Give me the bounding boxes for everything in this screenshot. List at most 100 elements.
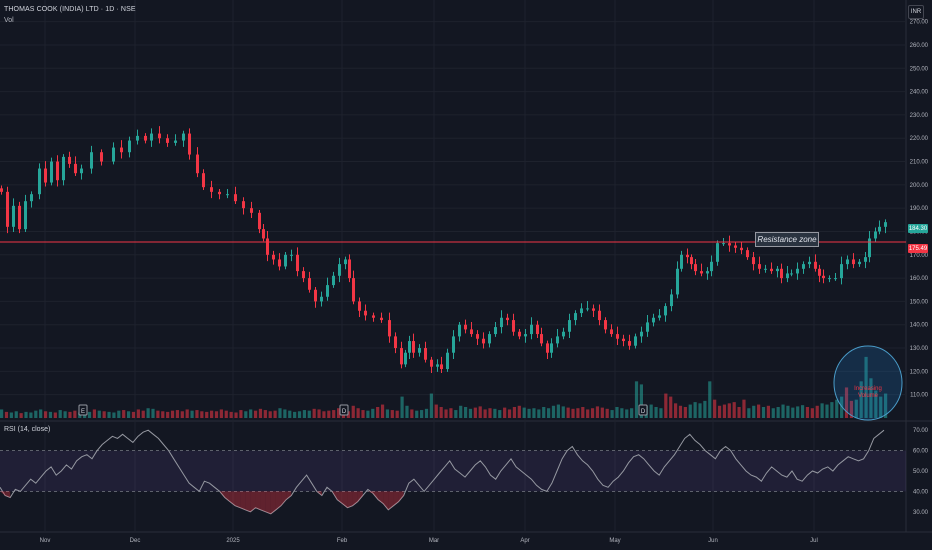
rsi-oversold-fill bbox=[383, 491, 389, 510]
volume-bar bbox=[97, 410, 101, 418]
volume-bar bbox=[840, 396, 844, 418]
candle-body bbox=[400, 348, 403, 365]
rsi-oversold-fill bbox=[357, 491, 363, 502]
candle-body bbox=[506, 317, 509, 321]
candle-body bbox=[112, 147, 115, 162]
candle-body bbox=[518, 331, 521, 337]
candle-body bbox=[858, 261, 861, 265]
currency-button[interactable]: INR bbox=[908, 5, 924, 19]
candle-body bbox=[546, 343, 549, 353]
volume-bar bbox=[493, 408, 497, 418]
candle-body bbox=[320, 296, 323, 302]
volume-bar bbox=[483, 409, 487, 418]
volume-bar bbox=[4, 411, 9, 418]
volume-bar bbox=[786, 405, 790, 418]
volume-bar bbox=[473, 407, 477, 418]
volume-bar bbox=[117, 410, 121, 418]
volume-bar bbox=[434, 404, 438, 418]
candle-body bbox=[822, 275, 825, 279]
price-tick-label: 210.00 bbox=[910, 160, 929, 166]
candle-body bbox=[616, 334, 619, 339]
candle-body bbox=[68, 156, 71, 164]
volume-bar bbox=[556, 404, 560, 418]
candle-body bbox=[38, 168, 41, 195]
volume-bar bbox=[600, 407, 604, 418]
symbol-title[interactable]: THOMAS COOK (INDIA) LTD · 1D · NSE bbox=[4, 6, 136, 13]
rsi-label: RSI (14, close) bbox=[4, 426, 51, 433]
volume-bar bbox=[463, 407, 468, 418]
volume-bar bbox=[859, 381, 863, 418]
candle-body bbox=[700, 271, 703, 274]
candle-body bbox=[166, 138, 169, 143]
candle-body bbox=[808, 261, 811, 265]
rsi-oversold-fill bbox=[229, 491, 236, 506]
volume-bar bbox=[864, 356, 868, 418]
volume-bar bbox=[205, 411, 209, 418]
volume-bar bbox=[595, 406, 600, 418]
rsi-oversold-fill bbox=[332, 491, 338, 500]
volume-bar bbox=[136, 409, 140, 418]
candle-body bbox=[786, 273, 789, 279]
resistance-zone-label[interactable]: Resistance zone bbox=[755, 232, 819, 247]
candle-body bbox=[846, 259, 849, 265]
volume-bar bbox=[219, 409, 223, 418]
price-tick-label: 150.00 bbox=[910, 299, 929, 305]
volume-bar bbox=[478, 406, 482, 418]
volume-bar bbox=[283, 409, 287, 418]
volume-bar bbox=[156, 410, 160, 418]
volume-bar bbox=[200, 411, 204, 418]
volume-bar bbox=[263, 410, 267, 418]
candle-body bbox=[536, 324, 539, 335]
candle-body bbox=[586, 308, 589, 310]
volume-bar bbox=[727, 403, 731, 418]
volume-bar bbox=[9, 412, 13, 418]
volume-bar bbox=[747, 408, 751, 418]
volume-bar bbox=[73, 410, 77, 418]
volume-bar bbox=[278, 408, 282, 418]
volume-bar bbox=[454, 410, 458, 418]
rsi-oversold-fill bbox=[286, 491, 292, 500]
candle-body bbox=[326, 285, 329, 297]
volume-bar bbox=[131, 411, 136, 418]
volume-bar bbox=[63, 411, 67, 418]
candle-body bbox=[868, 238, 871, 258]
volume-bar bbox=[879, 396, 883, 418]
candle-body bbox=[706, 271, 709, 274]
time-tick-label: Jul bbox=[810, 538, 818, 544]
candle-body bbox=[628, 341, 631, 346]
candle-body bbox=[764, 268, 767, 270]
candle-body bbox=[100, 152, 103, 162]
volume-bar bbox=[273, 410, 277, 418]
candle-body bbox=[604, 320, 607, 330]
volume-bar bbox=[459, 405, 463, 418]
candle-body bbox=[818, 268, 821, 276]
price-tick-label: 190.00 bbox=[910, 206, 929, 212]
volume-bar bbox=[336, 408, 341, 418]
candle-body bbox=[314, 289, 317, 302]
candle-body bbox=[284, 254, 287, 267]
volume-bar bbox=[547, 408, 551, 418]
candle-body bbox=[864, 257, 867, 262]
candle-body bbox=[50, 161, 53, 183]
candle-body bbox=[610, 329, 613, 335]
candle-body bbox=[74, 163, 77, 174]
volume-bar bbox=[649, 404, 653, 418]
volume-bar bbox=[141, 410, 145, 418]
candle-body bbox=[680, 254, 683, 269]
rsi-line bbox=[0, 429, 885, 515]
volume-bar bbox=[385, 409, 390, 418]
volume-bar bbox=[610, 410, 614, 418]
candle-body bbox=[670, 294, 673, 307]
candle-body bbox=[430, 359, 433, 367]
volume-bar bbox=[24, 411, 28, 418]
rsi-oversold-fill bbox=[255, 491, 261, 510]
volume-bar bbox=[390, 410, 394, 418]
candle-body bbox=[196, 154, 199, 174]
price-tick-label: 260.00 bbox=[910, 43, 929, 49]
candle-body bbox=[686, 254, 689, 258]
volume-bar bbox=[366, 410, 370, 418]
volume-bar bbox=[820, 403, 824, 418]
candle-body bbox=[664, 306, 667, 316]
volume-bar bbox=[542, 407, 546, 418]
